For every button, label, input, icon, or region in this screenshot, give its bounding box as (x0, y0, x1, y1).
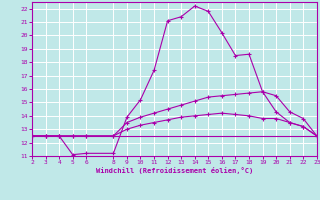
X-axis label: Windchill (Refroidissement éolien,°C): Windchill (Refroidissement éolien,°C) (96, 167, 253, 174)
